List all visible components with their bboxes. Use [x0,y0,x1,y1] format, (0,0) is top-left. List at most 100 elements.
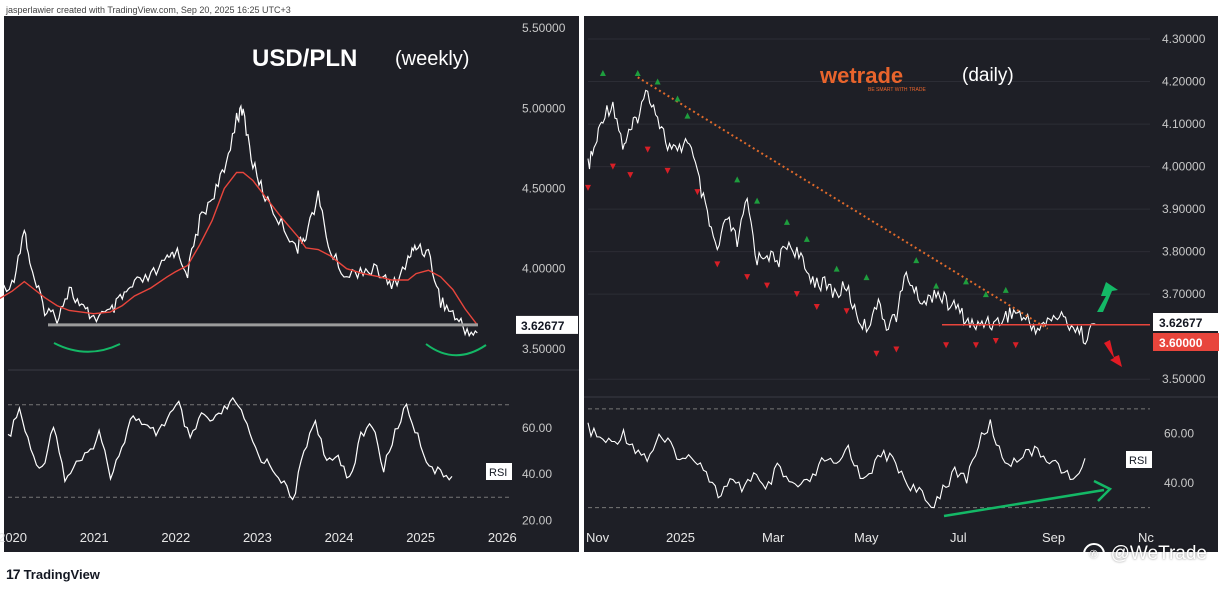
daily-swing-low-marker [992,337,999,344]
daily-swing-high-marker [674,95,681,102]
wetrade-logo: wetrade [819,63,903,88]
daily-swing-high-marker [754,197,761,204]
weekly-x-tick-label: 2025 [406,530,435,545]
weekly-rsi-badge [486,463,512,480]
daily-x-tick-label: Nc [1138,530,1154,545]
daily-swing-low-marker [893,346,900,353]
tradingview-brand: TradingView [23,566,100,582]
daily-swing-high-marker [654,78,661,85]
daily-swing-high-marker [599,70,606,77]
weekly-y-tick-label: 4.50000 [522,182,566,196]
weekly-symbol-title: USD/PLN [252,45,357,72]
daily-y-tick-label: 3.90000 [1162,202,1206,216]
daily-swing-high-marker [684,112,691,119]
rsi-divergence-arrow-shaft [943,488,1105,518]
wetrade-watermark: ✆ @WeTrade [1082,543,1207,565]
weekly-x-tick-label: 2023 [243,530,272,545]
daily-rsi-tick-label: 40.00 [1164,476,1194,490]
daily-swing-low-marker [793,291,800,298]
daily-swing-low-marker [585,184,591,191]
daily-swing-low-marker [694,189,701,196]
daily-last-price-label: 3.62677 [1159,316,1203,330]
tradingview-logo[interactable]: 17 TradingView [6,566,100,582]
weekly-timeframe-label: (weekly) [395,48,469,70]
daily-swing-low-marker [664,167,671,174]
weekly-y-tick-label: 5.50000 [522,21,566,35]
weekly-x-tick-label: 2022 [161,530,190,545]
daily-x-tick-label: Nov [586,530,610,545]
daily-support-price-badge [1153,333,1219,351]
daily-rsi-line [587,419,1086,509]
daily-swing-high-marker [833,265,840,272]
weekly-x-tick-label: 2021 [80,530,109,545]
daily-swing-high-marker [634,70,641,77]
daily-swing-high-marker [933,282,940,289]
weekly-y-tick-label: 3.50000 [522,342,566,356]
weekly-rsi-label: RSI [489,467,507,479]
weekly-last-price-label: 3.62677 [521,319,565,333]
daily-x-tick-label: Sep [1042,530,1065,545]
daily-swing-high-marker [982,291,989,298]
wetrade-logo-tagline: BE SMART WITH TRADE [868,87,926,93]
daily-rsi-tick-label: 60.00 [1164,427,1194,441]
daily-swing-low-marker [744,274,751,281]
daily-swing-low-marker [764,282,771,289]
daily-x-tick-label: Jul [950,530,967,545]
daily-panel [584,16,1218,552]
weekly-right-bottom-arc [425,343,487,357]
daily-swing-low-marker [972,342,979,349]
daily-y-tick-label: 4.20000 [1162,75,1206,89]
daily-last-price-badge [1153,313,1219,331]
weekly-chart: 5.50000 5.00000 4.50000 4.00000 3.50000 3.626… [0,21,579,545]
weekly-rsi-tick-label: 40.00 [522,467,552,481]
daily-swing-low-marker [627,172,634,179]
daily-swing-low-marker [644,146,651,153]
weekly-panel [4,16,579,552]
weekly-x-tick-label: 2020 [0,530,27,545]
weekly-moving-average-line [0,171,478,326]
weekly-x-tick-label: 2026 [488,530,517,545]
daily-y-tick-label: 4.10000 [1162,117,1206,131]
rsi-divergence-arrow-head-icon [1093,479,1113,502]
daily-swing-high-marker [962,278,969,285]
weekly-last-price-badge [516,315,578,334]
daily-swing-low-marker [813,303,820,310]
attribution-text: jasperlawier created with TradingView.co… [6,5,291,15]
tradingview-icon: 17 [6,566,21,582]
daily-y-tick-label: 4.30000 [1162,32,1206,46]
daily-swing-low-marker [1012,342,1019,349]
daily-swing-low-marker [873,350,880,357]
daily-support-price-label: 3.60000 [1159,336,1203,350]
daily-swing-high-marker [863,274,870,281]
daily-swing-high-marker [1002,286,1009,293]
daily-y-tick-label: 3.50000 [1162,372,1206,386]
daily-timeframe-label: (daily) [962,65,1014,86]
daily-swing-low-marker [714,261,721,268]
daily-swing-high-marker [783,218,790,225]
daily-y-tick-label: 3.80000 [1162,245,1206,259]
weekly-price-line [0,103,478,338]
daily-price-line [587,89,1096,345]
weekly-left-bottom-arc [53,342,121,353]
daily-x-tick-label: May [854,530,879,545]
daily-swing-low-marker [943,342,950,349]
weekly-y-tick-label: 5.00000 [522,101,566,115]
bullish-arrow-icon [1097,282,1118,312]
daily-swing-low-marker [843,308,850,315]
daily-y-tick-label: 4.00000 [1162,160,1206,174]
daily-swing-high-marker [734,176,741,183]
bearish-arrow-icon [1104,340,1122,367]
daily-swing-high-marker [803,235,810,242]
daily-rsi-label: RSI [1129,455,1147,467]
daily-rsi-badge [1126,451,1152,468]
weekly-rsi-tick-label: 20.00 [522,513,552,527]
watermark-text: @WeTrade [1110,543,1207,564]
weekly-rsi-line [7,396,453,501]
wechat-icon: ✆ [1082,543,1105,565]
daily-x-tick-label: Mar [762,530,785,545]
daily-downtrend-line [637,76,1049,330]
daily-y-tick-label: 3.70000 [1162,287,1206,301]
weekly-rsi-tick-label: 60.00 [522,421,552,435]
